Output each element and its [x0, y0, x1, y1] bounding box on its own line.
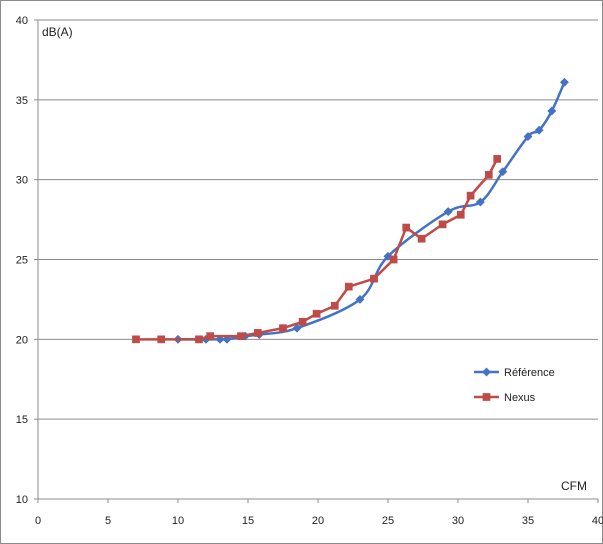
- data-point: [547, 106, 557, 116]
- data-point: [484, 171, 493, 179]
- grid-lines: [38, 19, 598, 420]
- legend-label: Nexus: [504, 392, 536, 404]
- data-point: [443, 207, 453, 217]
- y-tick-label: 25: [16, 255, 28, 267]
- x-tick-label: 0: [35, 515, 41, 527]
- data-point: [237, 332, 245, 340]
- data-point: [330, 301, 339, 310]
- tick-labels: 10 15 20 25 30 35 40 0 5 10 15 20 25 30 35 40: [16, 15, 603, 527]
- data-point: [466, 191, 475, 200]
- data-point: [355, 294, 365, 304]
- x-tick-label: 30: [452, 515, 464, 527]
- data-point: [475, 197, 485, 207]
- data-point: [157, 335, 166, 344]
- legend-marker: [481, 367, 492, 377]
- x-tick-label: 15: [242, 515, 254, 527]
- data-point: [279, 324, 287, 333]
- data-point: [389, 255, 398, 264]
- x-tick-label: 20: [312, 515, 324, 527]
- x-axis-title: CFM: [561, 479, 587, 493]
- data-point: [298, 317, 307, 326]
- data-point: [312, 309, 321, 318]
- y-tick-label: 10: [16, 494, 28, 506]
- axes: [34, 19, 599, 503]
- data-point: [456, 210, 465, 219]
- y-tick-label: 15: [16, 414, 28, 426]
- y-tick-label: 35: [16, 95, 28, 107]
- data-point: [215, 334, 225, 344]
- series-reference: [173, 77, 569, 344]
- legend-item: Nexus: [474, 392, 536, 404]
- data-point: [534, 125, 544, 135]
- x-tick-label: 35: [522, 515, 534, 527]
- data-point: [253, 329, 262, 337]
- data-point: [206, 332, 215, 340]
- x-tick-label: 5: [105, 515, 111, 527]
- series-nexus: [132, 155, 502, 344]
- data-point: [523, 132, 533, 142]
- y-tick-label: 20: [16, 334, 28, 346]
- x-tick-label: 40: [592, 515, 603, 527]
- legend-item: Référence: [474, 367, 555, 379]
- data-point: [195, 335, 203, 344]
- data-point: [493, 155, 502, 163]
- data-point: [417, 234, 426, 243]
- data-point: [292, 323, 302, 333]
- x-tick-label: 10: [172, 515, 184, 527]
- x-tick-label: 25: [382, 515, 394, 527]
- y-axis-title: dB(A): [42, 25, 73, 39]
- data-point: [132, 335, 140, 344]
- y-tick-label: 40: [16, 15, 28, 27]
- data-point: [222, 334, 232, 344]
- data-point: [370, 274, 378, 283]
- series-layer: [132, 77, 569, 344]
- legend-label: Référence: [504, 367, 555, 379]
- y-tick-label: 30: [16, 175, 28, 187]
- legend-marker: [482, 393, 491, 401]
- data-point: [344, 282, 353, 291]
- series-line: [176, 81, 566, 341]
- data-point: [402, 223, 411, 232]
- legend: Référence Nexus: [474, 367, 555, 404]
- data-point: [438, 220, 447, 229]
- data-point: [498, 167, 508, 177]
- data-point: [559, 77, 569, 87]
